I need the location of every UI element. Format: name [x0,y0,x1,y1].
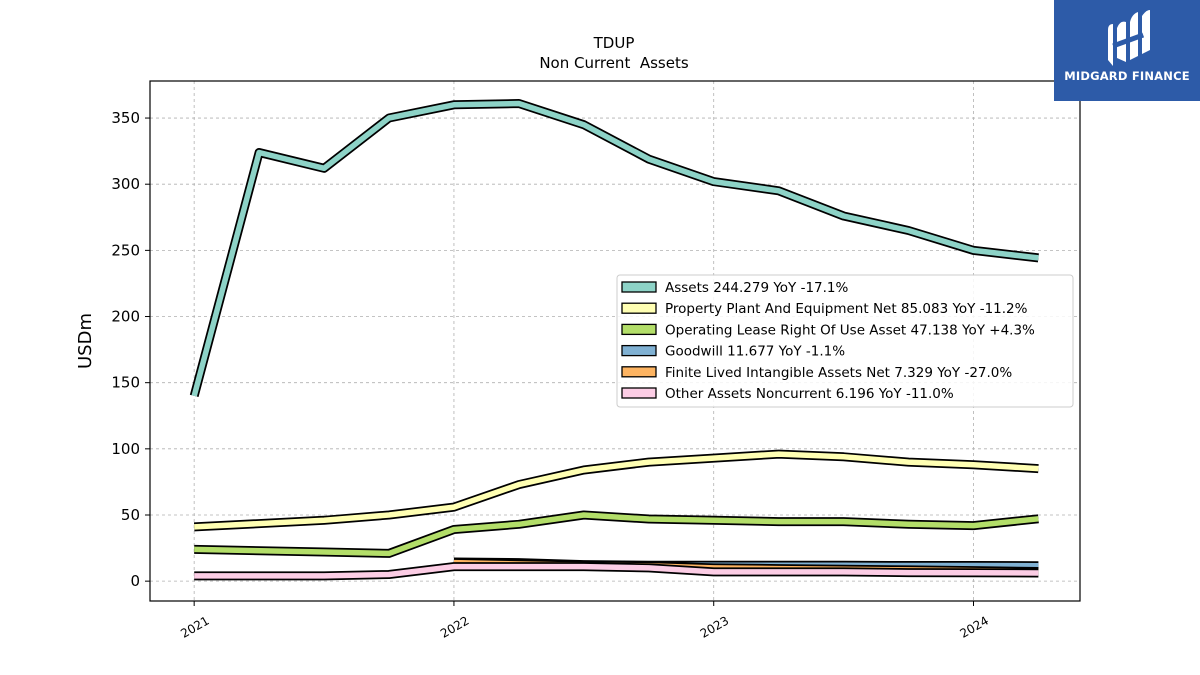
y-tick-label: 150 [111,374,140,392]
brand-logo: MIDGARD FINANCE [1054,0,1200,101]
chart-subtitle: Non Current Assets [539,54,689,72]
y-axis-label: USDm [75,313,96,369]
y-tick-label: 0 [130,572,140,590]
legend-entry: Goodwill 11.677 YoY -1.1% [665,344,845,360]
legend: Assets 244.279 YoY -17.1% Property Plant … [616,274,1074,408]
plot-frame [149,80,1081,602]
midgard-logo-icon [1108,10,1150,66]
legend-entry: Operating Lease Right Of Use Asset 47.13… [665,322,1035,338]
logo-text: MIDGARD FINANCE [1064,69,1190,83]
legend-entry: Property Plant And Equipment Net 85.083 … [665,301,1028,317]
x-tick-label: 2022 [438,613,471,640]
series-line-1 [194,451,1039,530]
series-line-5 [194,563,1039,579]
chart-title: TDUP [593,34,635,52]
series-line-2 [194,512,1039,557]
legend-box [616,274,1074,408]
y-tick-label: 200 [111,308,140,326]
series-lines [189,99,1039,581]
legend-swatch [621,366,657,378]
legend-entry: Assets 244.279 YoY -17.1% [665,280,849,296]
y-tick-label: 350 [111,109,140,127]
legend-swatch [621,387,657,399]
legend-swatch [621,323,657,336]
x-tick-label: 2023 [698,613,731,640]
legend-entry: Other Assets Noncurrent 6.196 YoY -11.0% [665,386,954,402]
x-tick-label: 2021 [178,613,211,640]
y-tick-label: 250 [111,241,140,259]
legend-swatch [621,302,657,314]
legend-swatch [621,344,657,357]
legend-entry: Finite Lived Intangible Assets Net 7.329… [665,365,1012,381]
y-tick-label: 50 [121,506,140,524]
series-line-0 [191,100,1039,397]
y-tick-label: 300 [111,175,140,193]
x-tick-label: 2024 [958,613,991,640]
legend-swatch [621,281,657,293]
y-tick-label: 100 [111,440,140,458]
